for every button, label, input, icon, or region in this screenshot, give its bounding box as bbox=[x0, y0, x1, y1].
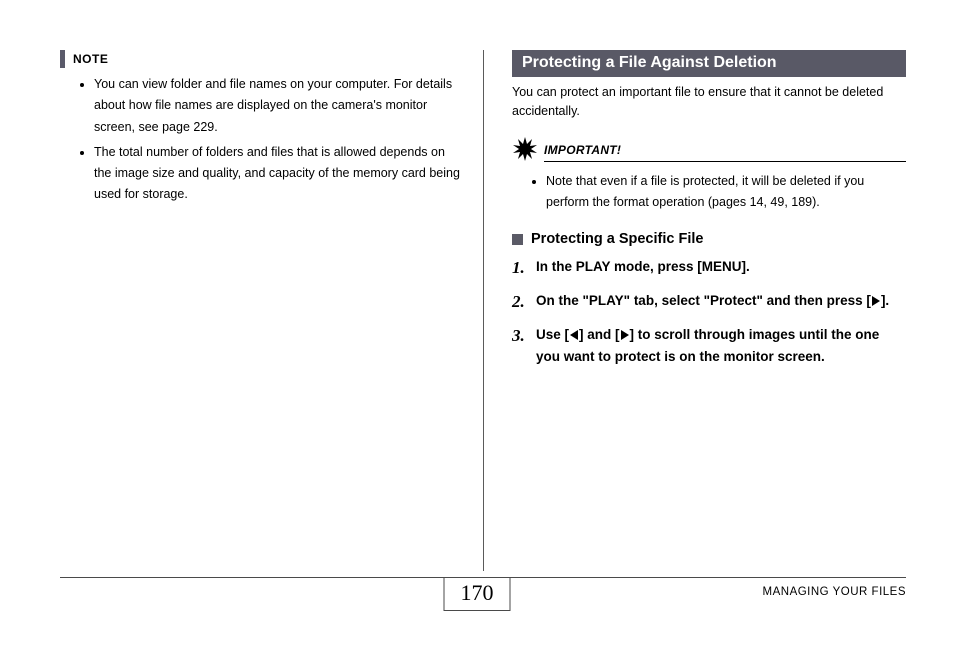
important-list: Note that even if a file is protected, i… bbox=[512, 171, 906, 214]
subsection-title: Protecting a Specific File bbox=[531, 231, 703, 247]
important-item: Note that even if a file is protected, i… bbox=[546, 171, 906, 214]
step-fragment: ]. bbox=[881, 293, 889, 308]
step-fragment: Use [ bbox=[536, 327, 569, 342]
step-item: In the PLAY mode, press [MENU]. bbox=[512, 257, 906, 279]
left-column: NOTE You can view folder and file names … bbox=[60, 50, 483, 571]
note-label: NOTE bbox=[73, 52, 108, 66]
step-text: In the PLAY mode, press [MENU]. bbox=[536, 257, 750, 278]
note-item: The total number of folders and files th… bbox=[94, 142, 463, 206]
step-fragment: ] and [ bbox=[579, 327, 620, 342]
note-item: You can view folder and file names on yo… bbox=[94, 74, 463, 138]
note-heading: NOTE bbox=[60, 50, 463, 68]
step-text: On the "PLAY" tab, select "Protect" and … bbox=[536, 291, 889, 313]
steps-list: In the PLAY mode, press [MENU]. On the "… bbox=[512, 257, 906, 368]
square-bullet-icon bbox=[512, 234, 523, 245]
note-accent-bar bbox=[60, 50, 65, 68]
starburst-icon bbox=[512, 136, 538, 167]
footer-section-label: MANAGING YOUR FILES bbox=[763, 586, 906, 598]
page-number: 170 bbox=[444, 577, 511, 611]
left-triangle-icon bbox=[569, 326, 579, 347]
note-list: You can view folder and file names on yo… bbox=[60, 74, 463, 206]
step-item: On the "PLAY" tab, select "Protect" and … bbox=[512, 291, 906, 313]
right-column: Protecting a File Against Deletion You c… bbox=[483, 50, 906, 571]
right-triangle-icon bbox=[871, 292, 881, 313]
step-text: Use [] and [] to scroll through images u… bbox=[536, 325, 906, 368]
subsection-heading: Protecting a Specific File bbox=[512, 231, 906, 247]
step-fragment: On the "PLAY" tab, select "Protect" and … bbox=[536, 293, 871, 308]
section-intro: You can protect an important file to ens… bbox=[512, 83, 906, 122]
section-heading: Protecting a File Against Deletion bbox=[512, 50, 906, 77]
manual-page: NOTE You can view folder and file names … bbox=[0, 0, 954, 646]
step-item: Use [] and [] to scroll through images u… bbox=[512, 325, 906, 368]
important-heading-row: IMPORTANT! bbox=[512, 136, 906, 167]
content-columns: NOTE You can view folder and file names … bbox=[60, 50, 906, 571]
important-underline: IMPORTANT! bbox=[544, 141, 906, 162]
important-label: IMPORTANT! bbox=[544, 143, 621, 157]
right-triangle-icon bbox=[620, 326, 630, 347]
